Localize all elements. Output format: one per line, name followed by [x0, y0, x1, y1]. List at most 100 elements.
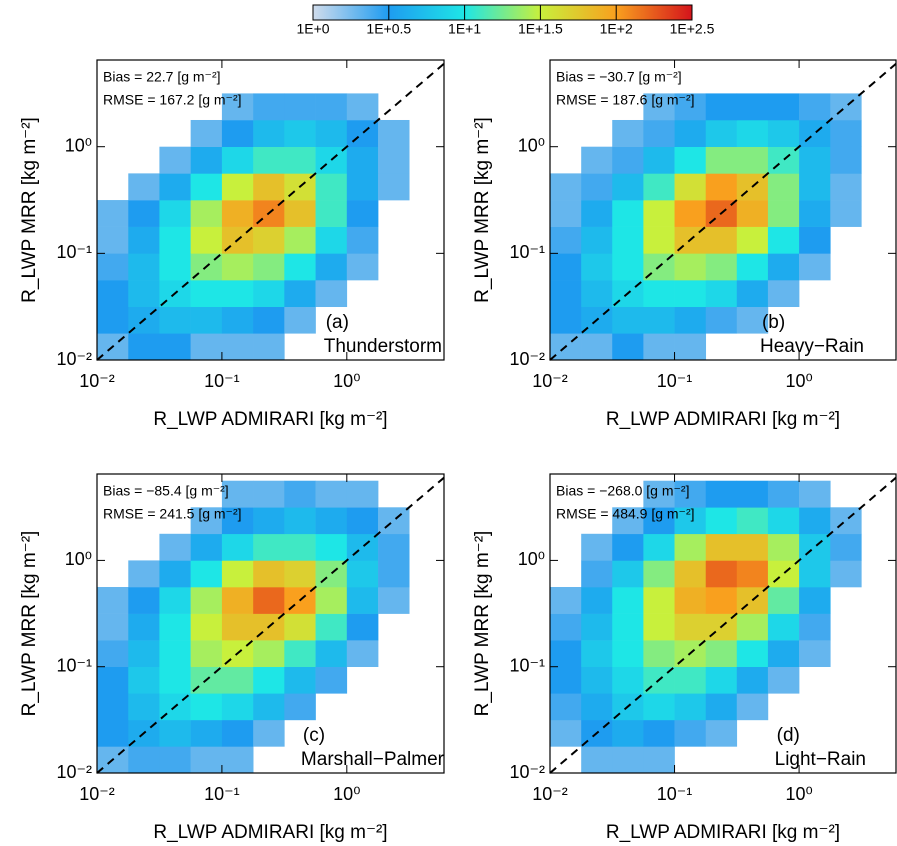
density-cell: [190, 587, 223, 614]
density-cell: [799, 146, 831, 174]
panel-label: (a): [326, 312, 349, 333]
density-cell: [253, 253, 285, 281]
density-cell: [799, 93, 831, 121]
density-cell: [705, 719, 738, 747]
density-cell: [674, 587, 707, 614]
density-cell: [128, 613, 160, 641]
density-cell: [736, 146, 769, 174]
density-cell: [253, 587, 285, 614]
x-axis-label: R_LWP ADMIRARI [kg m⁻²]: [153, 822, 387, 843]
density-cell: [799, 587, 831, 614]
density-cell: [97, 280, 129, 308]
density-cell: [190, 200, 223, 227]
density-cell: [284, 280, 316, 308]
density-cell: [315, 640, 348, 668]
density-cell: [221, 613, 254, 641]
density-cell: [799, 226, 831, 254]
density-cell: [674, 200, 707, 227]
density-cell: [221, 533, 254, 561]
density-cell: [253, 507, 285, 535]
density-cell: [736, 613, 769, 641]
density-cell: [705, 226, 738, 254]
density-cell: [612, 119, 644, 147]
density-cell: [190, 560, 223, 588]
density-cell: [705, 533, 738, 561]
density-cell: [159, 333, 191, 361]
density-cell: [736, 533, 769, 561]
density-cell: [159, 306, 191, 334]
density-cell: [674, 146, 707, 174]
density-cell: [705, 640, 738, 668]
density-cell: [705, 173, 738, 201]
density-cell: [550, 226, 582, 254]
x-tick-label: 10⁻¹: [204, 784, 240, 804]
density-cell: [581, 173, 613, 201]
density-cell: [612, 613, 644, 641]
density-cell: [159, 200, 191, 227]
density-cell: [643, 507, 675, 535]
density-cell: [346, 613, 379, 641]
colorbar-tick-label: 1E+0.5: [366, 21, 411, 37]
density-cell: [346, 119, 379, 147]
colorbar-tick-label: 1E+2: [600, 21, 633, 37]
y-tick-label: 10⁰: [518, 549, 545, 569]
colorbar-tick-label: 1E+0: [296, 21, 329, 37]
y-tick-label: 10⁻²: [509, 762, 545, 782]
density-cell: [550, 200, 582, 227]
density-cell: [581, 253, 613, 281]
density-cell: [315, 666, 348, 694]
density-cell: [315, 226, 348, 254]
density-cell: [643, 280, 675, 308]
density-cell: [705, 280, 738, 308]
density-cell: [612, 533, 644, 561]
density-cell: [284, 613, 316, 641]
density-cell: [550, 719, 582, 747]
density-cell: [799, 507, 831, 535]
density-cell: [253, 93, 285, 121]
density-cell: [190, 146, 223, 174]
density-cell: [799, 173, 831, 201]
y-axis-label: R_LWP MRR [kg m⁻²]: [19, 531, 40, 717]
density-cell: [284, 253, 316, 281]
density-cell: [612, 146, 644, 174]
density-cell: [550, 173, 582, 201]
density-cell: [97, 613, 129, 641]
panel-name: Marshall−Palmer: [301, 749, 445, 770]
density-cell: [612, 333, 644, 361]
plot-frame: [96, 473, 445, 774]
density-cell: [253, 480, 285, 508]
bias-text: Bias = −268.0 [g m⁻²]: [556, 483, 689, 499]
density-cell: [378, 119, 410, 147]
density-cell: [705, 119, 738, 147]
density-cell: [97, 640, 129, 668]
rmse-text: RMSE = 167.2 [g m⁻²]: [103, 92, 242, 108]
y-tick-label: 10⁻²: [509, 349, 545, 369]
density-cell: [253, 226, 285, 254]
x-tick-label: 10⁻²: [532, 784, 568, 804]
density-cell: [284, 507, 316, 535]
density-cell: [315, 533, 348, 561]
density-cell: [253, 560, 285, 588]
density-cell: [97, 253, 129, 281]
density-cell: [315, 507, 348, 535]
colorbar-tick-label: 1E+1: [448, 21, 481, 37]
density-cell: [315, 119, 348, 147]
y-tick-label: 10⁰: [65, 135, 92, 155]
density-cell: [159, 533, 191, 561]
x-tick-label: 10⁰: [785, 371, 812, 391]
density-cell: [581, 666, 613, 694]
density-cell: [159, 746, 191, 774]
density-cell: [550, 253, 582, 281]
one-to-one-line: [96, 62, 445, 361]
density-cell: [253, 306, 285, 334]
density-cell: [253, 146, 285, 174]
density-cell: [253, 666, 285, 694]
density-cell: [767, 119, 800, 147]
density-cell: [674, 533, 707, 561]
density-cell: [550, 640, 582, 668]
density-cell: [315, 200, 348, 227]
density-cell: [190, 693, 223, 721]
density-cell: [705, 146, 738, 174]
density-cell: [643, 613, 675, 641]
